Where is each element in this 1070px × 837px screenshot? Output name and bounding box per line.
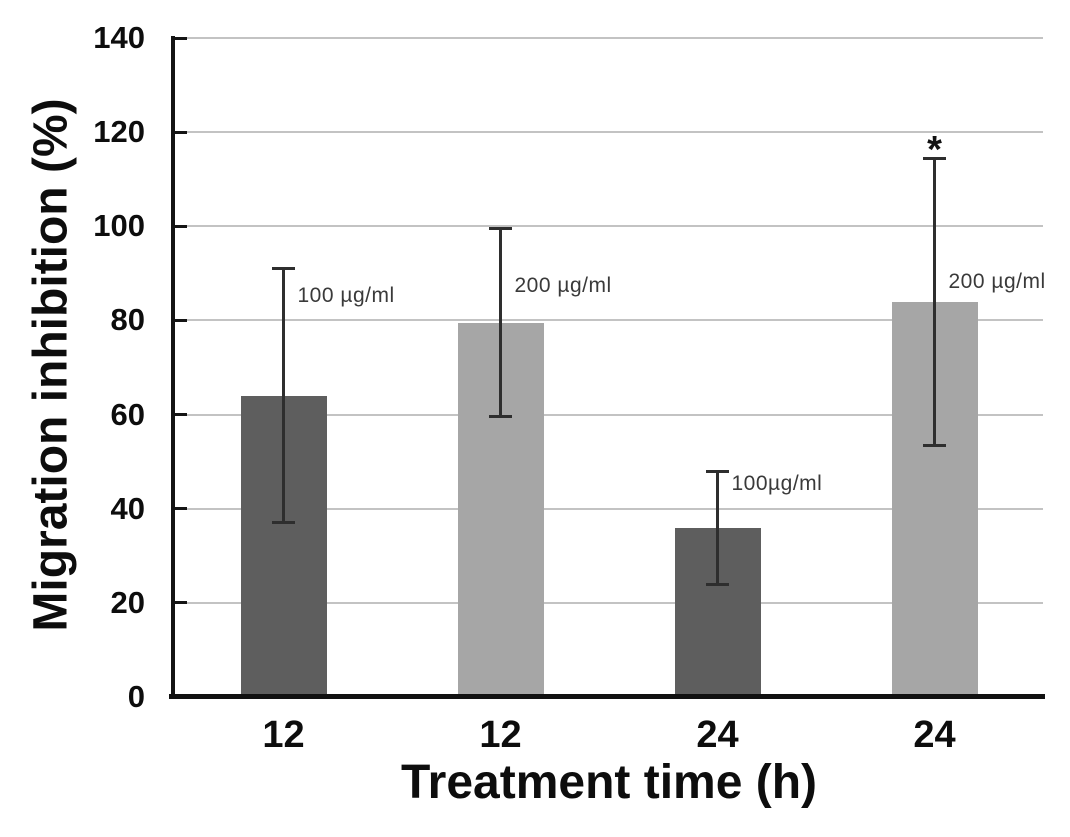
x-axis-line: [169, 694, 1045, 699]
error-bar-cap-bottom: [923, 443, 946, 447]
dose-annotation: 200 µg/ml: [948, 269, 1046, 293]
error-bar: [933, 158, 936, 446]
error-bar-cap-bottom: [272, 521, 295, 525]
y-tick-label-60: 60: [110, 396, 145, 432]
error-bar: [282, 268, 285, 523]
error-bar-cap-bottom: [706, 582, 729, 586]
gridline-100: [175, 225, 1043, 228]
gridline-80: [175, 319, 1043, 322]
error-bar: [716, 471, 719, 585]
y-tick-label-100: 100: [93, 208, 145, 244]
error-bar-cap-top: [706, 469, 729, 473]
x-tick-label-3: 24: [913, 714, 956, 756]
y-tick-mark-120: [175, 130, 187, 134]
y-tick-mark-20: [175, 601, 187, 605]
y-tick-mark-100: [175, 224, 187, 228]
dose-annotation: 100µg/ml: [731, 472, 823, 496]
error-bar-cap-bottom: [489, 415, 512, 419]
significance-asterisk: *: [927, 128, 942, 171]
y-tick-mark-40: [175, 507, 187, 511]
dose-annotation: 100 µg/ml: [297, 283, 395, 307]
y-axis-line: [171, 36, 175, 697]
error-bar-cap-top: [272, 267, 295, 271]
y-tick-label-40: 40: [110, 490, 145, 526]
x-tick-label-0: 12: [262, 714, 305, 756]
gridline-20: [175, 601, 1043, 604]
y-tick-label-20: 20: [110, 584, 145, 620]
plot-area: 100 µg/ml 200 µg/ml 100µg/ml 200 µg/ml *: [175, 36, 1046, 697]
error-bar-cap-top: [923, 156, 946, 160]
error-bar: [499, 228, 502, 417]
error-bar-cap-top: [489, 227, 512, 231]
gridline-40: [175, 507, 1043, 510]
gridline-120: [175, 131, 1043, 134]
x-axis-title: Treatment time (h): [400, 756, 818, 809]
y-tick-mark-60: [175, 413, 187, 417]
y-tick-mark-80: [175, 318, 187, 322]
y-tick-label-80: 80: [110, 302, 145, 338]
y-tick-label-0: 0: [127, 679, 145, 714]
y-axis-title: Migration inhibition (%): [24, 98, 78, 632]
y-tick-label-120: 120: [93, 114, 145, 150]
y-tick-mark-140: [175, 36, 187, 40]
dose-annotation: 200 µg/ml: [514, 274, 612, 298]
y-tick-label-140: 140: [93, 20, 145, 55]
gridline-60: [175, 413, 1043, 416]
x-tick-label-1: 12: [479, 714, 522, 756]
x-tick-label-2: 24: [696, 714, 739, 756]
gridline-140: [175, 37, 1043, 39]
